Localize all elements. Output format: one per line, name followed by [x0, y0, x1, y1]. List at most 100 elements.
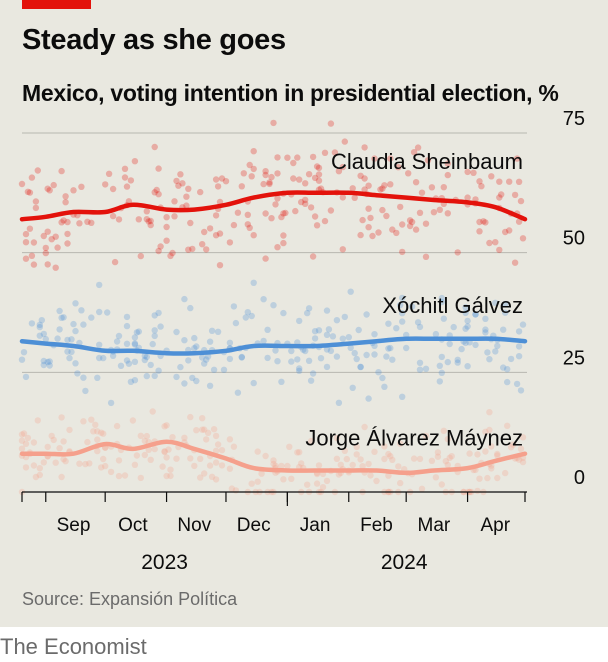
poll-dot	[464, 323, 471, 330]
poll-dot	[201, 228, 208, 236]
poll-dot	[494, 342, 501, 350]
poll-dot	[351, 194, 358, 201]
poll-dot	[121, 165, 129, 172]
poll-dot	[458, 345, 465, 353]
poll-dot	[226, 239, 234, 246]
poll-dot	[517, 445, 525, 452]
poll-dot	[290, 159, 297, 167]
chart-title: Steady as she goes	[22, 24, 286, 56]
poll-dot	[292, 207, 299, 215]
poll-dot	[506, 178, 513, 185]
poll-dot	[371, 331, 378, 338]
poll-dot	[64, 348, 71, 355]
poll-dot	[284, 154, 291, 161]
poll-dot	[62, 199, 69, 206]
poll-dot	[44, 358, 51, 366]
poll-dot	[403, 344, 410, 352]
poll-dot	[68, 348, 75, 356]
poll-dot	[357, 231, 364, 239]
poll-dot	[32, 198, 40, 205]
poll-dot	[266, 179, 273, 186]
poll-dot	[399, 221, 406, 228]
poll-dot	[137, 252, 144, 260]
poll-dot	[18, 431, 26, 438]
poll-dot	[309, 370, 317, 377]
poll-dot	[36, 321, 43, 328]
poll-dot	[272, 201, 279, 208]
poll-dot	[341, 447, 348, 454]
poll-dot	[131, 341, 139, 348]
poll-dot	[28, 252, 36, 259]
poll-dot	[397, 440, 404, 447]
source-note: Source: Expansión Política	[22, 589, 238, 609]
poll-dot	[86, 460, 93, 467]
poll-dot	[274, 358, 281, 365]
poll-dot	[296, 365, 303, 372]
poll-dot	[230, 443, 238, 450]
poll-dot	[167, 472, 174, 480]
poll-dot	[357, 456, 364, 463]
poll-dot	[335, 471, 343, 478]
x-tick-label: Sep	[57, 515, 91, 536]
poll-dot	[42, 249, 49, 257]
poll-dot	[502, 469, 509, 477]
poll-dot	[319, 484, 327, 491]
poll-dot	[432, 474, 440, 481]
poll-dot	[147, 456, 154, 463]
poll-dot	[191, 334, 198, 342]
poll-dot	[440, 184, 447, 191]
poll-dot	[250, 279, 257, 286]
poll-dot	[157, 243, 164, 250]
poll-dot	[155, 309, 162, 317]
poll-dot	[206, 338, 214, 345]
poll-dot	[296, 317, 303, 325]
x-axis: Sep Oct Nov Dec Jan Feb Mar Apr 2023 2024	[21, 491, 527, 574]
poll-dot	[181, 337, 188, 344]
poll-dot	[454, 249, 461, 256]
poll-dot	[418, 485, 426, 492]
poll-dot	[98, 464, 105, 471]
poll-dot	[46, 362, 53, 369]
poll-dot	[492, 299, 499, 306]
poll-dot	[104, 309, 111, 316]
chart-subtitle: Mexico, voting intention in presidential…	[22, 80, 559, 106]
poll-dot	[212, 212, 220, 219]
poll-dot	[260, 296, 267, 303]
poll-dot	[349, 461, 356, 469]
poll-dot	[24, 188, 32, 195]
x-tick-label: Feb	[360, 515, 393, 536]
poll-dot	[422, 432, 430, 440]
poll-dot	[80, 418, 87, 425]
poll-dot	[327, 120, 335, 127]
poll-dot	[323, 307, 331, 314]
x-tick-label: Mar	[418, 515, 451, 536]
poll-dot	[183, 193, 190, 200]
poll-dot	[438, 481, 445, 488]
poll-dot	[44, 185, 51, 192]
poll-dot	[107, 399, 115, 407]
poll-dot	[113, 422, 121, 430]
poll-dot	[66, 354, 73, 362]
poll-dot	[519, 458, 527, 466]
poll-dot	[405, 170, 412, 177]
poll-dot	[397, 301, 404, 309]
poll-dot	[500, 326, 507, 333]
poll-dot	[504, 366, 511, 373]
poll-dot	[218, 462, 226, 469]
poll-dot	[199, 241, 206, 248]
poll-dot	[509, 441, 517, 448]
poll-dot	[141, 451, 148, 459]
poll-dot	[72, 327, 79, 335]
poll-dot	[502, 300, 509, 308]
poll-dot	[22, 440, 30, 447]
poll-dot	[199, 426, 206, 433]
poll-dot	[361, 175, 368, 182]
poll-dot	[416, 209, 424, 216]
poll-dot	[40, 357, 47, 365]
poll-dot	[76, 220, 83, 227]
poll-dot	[381, 455, 388, 463]
poll-dot	[474, 487, 481, 495]
poll-dot	[234, 209, 242, 216]
poll-dot	[226, 339, 234, 346]
poll-dot	[274, 244, 281, 251]
